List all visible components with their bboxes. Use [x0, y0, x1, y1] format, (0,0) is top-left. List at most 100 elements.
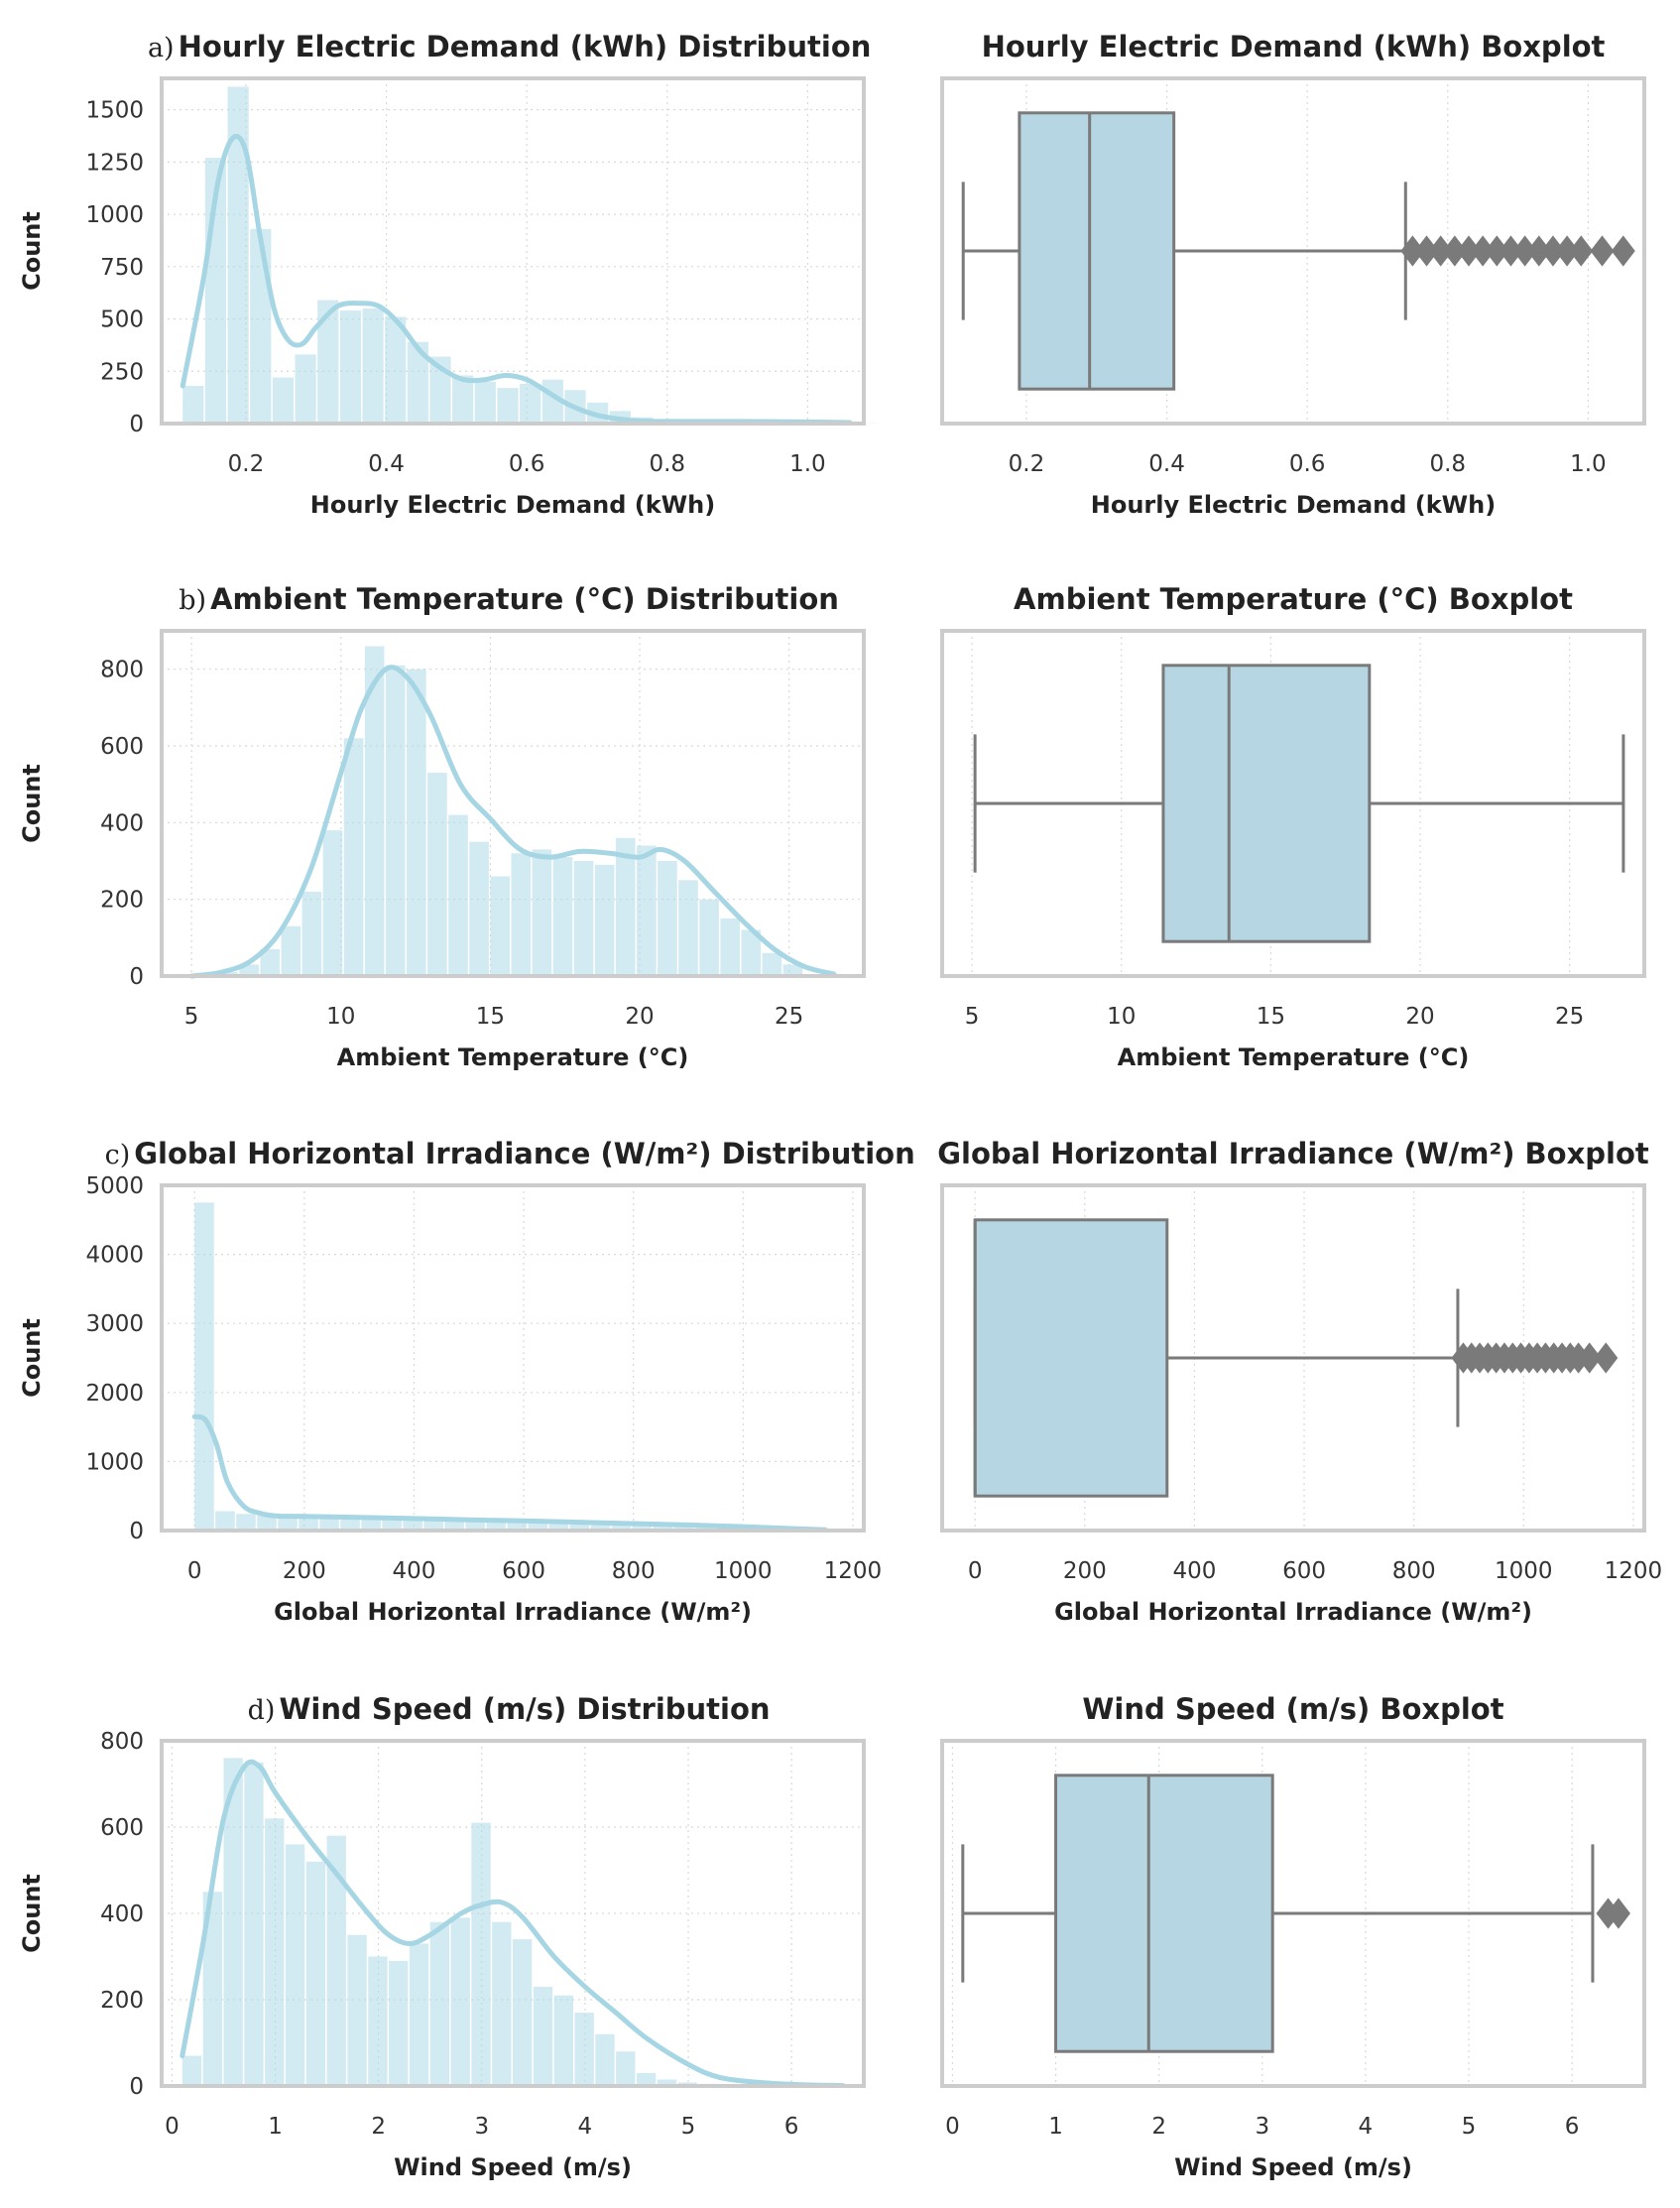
- outlier-marker: [1540, 235, 1565, 267]
- x-tick-label: 0: [165, 2114, 180, 2140]
- panel-letter: a): [148, 33, 175, 63]
- y-tick-label: 400: [100, 810, 144, 836]
- x-axis-label: Global Horizontal Irradiance (W/m²): [1054, 1598, 1532, 1626]
- x-tick-label: 1.0: [1570, 451, 1607, 477]
- x-tick-label: 0: [968, 1558, 983, 1584]
- x-tick-label: 4: [578, 2114, 593, 2140]
- outlier-marker: [1485, 235, 1509, 267]
- histogram-bar: [319, 1517, 339, 1531]
- histogram-panel: 0 200 400 600 800 Count 5 10 15 20 25 Ambient Tempe…: [18, 582, 866, 1071]
- iqr-box: [1054, 1774, 1274, 2053]
- y-tick-label: 1500: [85, 98, 144, 124]
- chart-title: Wind Speed (m/s) Boxplot: [1082, 1692, 1503, 1726]
- histogram-bar: [301, 891, 322, 976]
- histogram-bar: [678, 880, 698, 976]
- histogram-bar: [223, 1758, 243, 2086]
- iqr-box: [973, 1218, 1169, 1498]
- x-tick-label: 25: [1555, 1004, 1584, 1030]
- histogram-bar: [548, 1520, 569, 1531]
- kde-curve: [180, 134, 853, 426]
- x-tick-label: 0.8: [649, 451, 685, 477]
- histogram-bar: [573, 861, 594, 976]
- x-tick-label: 200: [1063, 1558, 1107, 1584]
- histogram-bar: [448, 814, 468, 976]
- histogram-bar: [699, 899, 719, 976]
- histogram-bar: [281, 925, 301, 976]
- histogram-bar: [474, 381, 496, 424]
- kde-curve: [191, 1413, 828, 1533]
- x-tick-label: 10: [326, 1004, 355, 1030]
- histogram-bar: [361, 1517, 381, 1531]
- x-axis-label: Ambient Temperature (°C): [337, 1043, 689, 1071]
- outlier-marker: [1577, 1342, 1602, 1374]
- histogram-bar: [653, 1524, 673, 1531]
- histogram-bar: [450, 1917, 470, 2086]
- histogram-bar: [720, 919, 740, 976]
- y-axis-label: Count: [18, 1318, 46, 1398]
- histogram-bar: [364, 646, 385, 976]
- outlier-marker: [1499, 235, 1523, 267]
- x-tick-label: 1: [268, 2114, 283, 2140]
- outlier-marker: [1526, 235, 1551, 267]
- chart-title: Ambient Temperature (°C) Boxplot: [1014, 582, 1573, 616]
- histogram-bar: [389, 1960, 409, 2086]
- x-tick-label: 25: [775, 1004, 803, 1030]
- axes-frame: [160, 1183, 866, 1533]
- x-axis-label: Wind Speed (m/s): [1174, 2153, 1412, 2181]
- y-tick-label: 400: [100, 1901, 144, 1927]
- x-tick-label: 2: [1151, 2114, 1166, 2140]
- histogram-bar: [407, 669, 426, 976]
- chart-title: Hourly Electric Demand (kWh) Distributio…: [179, 30, 872, 63]
- y-tick-label: 250: [100, 359, 144, 385]
- x-tick-label: 0: [187, 1558, 202, 1584]
- x-tick-label: 600: [502, 1558, 545, 1584]
- histogram-bar: [326, 1835, 346, 2086]
- x-tick-label: 1.0: [789, 451, 826, 477]
- panel-letter: c): [105, 1140, 131, 1170]
- histogram-bar: [385, 316, 407, 424]
- histogram-bar: [239, 964, 259, 976]
- axes-frame: [940, 1183, 1646, 1533]
- x-axis-label: Ambient Temperature (°C): [1118, 1043, 1470, 1071]
- kde-curve: [180, 1759, 846, 2089]
- x-tick-label: 1: [1048, 2114, 1063, 2140]
- outlier-marker: [1471, 235, 1496, 267]
- histogram-bar: [637, 845, 657, 976]
- x-tick-label: 20: [625, 1004, 654, 1030]
- x-tick-label: 0.2: [228, 451, 265, 477]
- y-axis-label: Count: [18, 764, 46, 843]
- histogram-bar: [533, 1986, 553, 2086]
- outlier-marker: [1414, 235, 1439, 267]
- x-tick-label: 3: [474, 2114, 489, 2140]
- chart-title: Global Horizontal Irradiance (W/m²) Dist…: [134, 1137, 914, 1170]
- x-tick-label: 15: [1257, 1004, 1285, 1030]
- outlier-marker: [1442, 235, 1467, 267]
- y-tick-label: 600: [100, 1815, 144, 1841]
- histogram-bar: [513, 1939, 533, 2086]
- histogram-bar: [340, 1517, 360, 1531]
- histogram-bar: [615, 837, 636, 976]
- histogram-bar: [368, 1956, 388, 2086]
- histogram-bar: [673, 1524, 694, 1531]
- boxplot-panel: 0 1 2 3 4 5 6 Wind Speed (m/s) Wind Speed (m/s) …: [940, 1692, 1646, 2181]
- histogram-bar: [657, 2079, 677, 2086]
- y-tick-label: 4000: [85, 1243, 144, 1269]
- histogram-bar: [429, 1921, 450, 2086]
- panel-letter: b): [179, 585, 206, 616]
- histogram-bar: [385, 665, 406, 976]
- histogram-bar: [632, 1523, 653, 1531]
- x-tick-label: 0.6: [509, 451, 545, 477]
- histogram-bar: [347, 1934, 367, 2086]
- axes-frame: [160, 76, 866, 426]
- x-tick-label: 2: [371, 2114, 386, 2140]
- x-tick-label: 6: [784, 2114, 799, 2140]
- axes-frame: [940, 629, 1646, 978]
- y-axis-label: Count: [18, 211, 46, 291]
- outlier-marker: [1569, 235, 1594, 267]
- outlier-marker: [1590, 235, 1615, 267]
- histogram-bar: [244, 1762, 264, 2086]
- outlier-marker: [1611, 235, 1635, 267]
- y-tick-label: 800: [100, 1729, 144, 1755]
- histogram-bar: [227, 86, 249, 424]
- x-tick-label: 5: [965, 1004, 980, 1030]
